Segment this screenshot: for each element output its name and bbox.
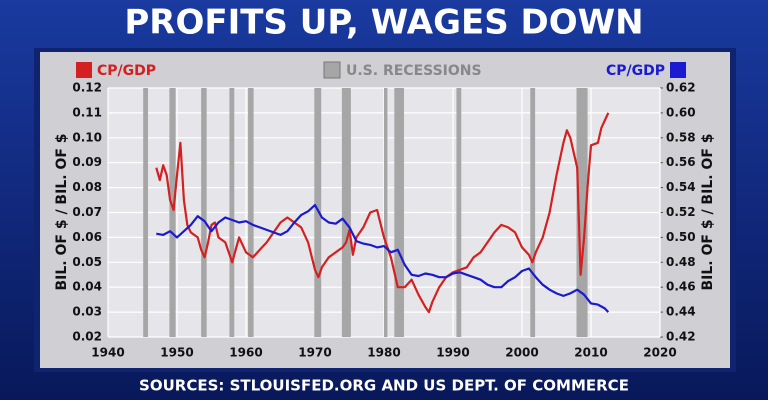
- legend-swatch: [76, 62, 92, 78]
- y-axis-label: BIL. OF $ / BIL. OF $: [54, 133, 70, 290]
- y2-tick-label: 0.48: [666, 255, 696, 269]
- legend-swatch: [670, 62, 686, 78]
- recession-band: [201, 88, 207, 337]
- y2-tick-label: 0.62: [666, 81, 696, 95]
- x-tick-label: 2020: [643, 346, 676, 360]
- series-line: [155, 112, 610, 314]
- x-tick-label: 1980: [367, 346, 400, 360]
- recession-band: [169, 88, 176, 337]
- y2-tick-label: 0.56: [666, 155, 696, 169]
- recession-band: [229, 88, 235, 337]
- x-tick-label: 1940: [91, 346, 124, 360]
- y-tick-label: 0.12: [72, 81, 102, 95]
- y-tick-label: 0.02: [72, 330, 102, 344]
- y2-tick-label: 0.60: [666, 105, 696, 119]
- y2-tick-label: 0.50: [666, 230, 696, 244]
- recession-band: [341, 88, 351, 337]
- legend-label: CP/GDP: [97, 63, 156, 79]
- x-tick-label: 1960: [229, 346, 262, 360]
- recession-band: [384, 88, 388, 337]
- y-tick-label: 0.06: [72, 230, 102, 244]
- y-tick-label: 0.07: [72, 205, 102, 219]
- x-tick-label: 1950: [160, 346, 193, 360]
- y-tick-label: 0.08: [72, 180, 102, 194]
- y-tick-label: 0.05: [72, 255, 102, 269]
- x-tick-label: 2010: [574, 346, 607, 360]
- y2-tick-label: 0.58: [666, 130, 696, 144]
- y2-tick-label: 0.44: [666, 305, 696, 319]
- legend-label: U.S. RECESSIONS: [346, 63, 482, 79]
- y2-tick-label: 0.46: [666, 280, 696, 294]
- recession-band: [576, 88, 588, 337]
- legend-label: CP/GDP: [606, 63, 665, 79]
- y2-tick-label: 0.54: [666, 180, 696, 194]
- y-tick-label: 0.10: [72, 130, 102, 144]
- y2-tick-label: 0.52: [666, 205, 696, 219]
- x-tick-label: 2000: [505, 346, 538, 360]
- x-tick-label: 1990: [436, 346, 469, 360]
- source: SOURCES: STLOUISFED.ORG AND US DEPT. OF …: [139, 377, 629, 395]
- y2-tick-label: 0.42: [666, 330, 696, 344]
- recession-band: [394, 88, 405, 337]
- y-tick-label: 0.03: [72, 305, 102, 319]
- recession-band: [530, 88, 536, 337]
- y-tick-label: 0.09: [72, 155, 102, 169]
- recession-band: [143, 88, 149, 337]
- legend-swatch: [323, 61, 341, 79]
- chart-title: PROFITS UP, WAGES DOWN: [124, 3, 643, 43]
- y-tick-label: 0.04: [72, 280, 102, 294]
- x-tick-label: 1970: [298, 346, 331, 360]
- recession-band: [456, 88, 462, 337]
- recession-band: [314, 88, 322, 337]
- series-line: [156, 203, 610, 313]
- recession-band: [248, 88, 254, 337]
- y-tick-label: 0.11: [72, 105, 102, 119]
- y2-axis-label: BIL. OF $ / BIL. OF $: [700, 133, 716, 290]
